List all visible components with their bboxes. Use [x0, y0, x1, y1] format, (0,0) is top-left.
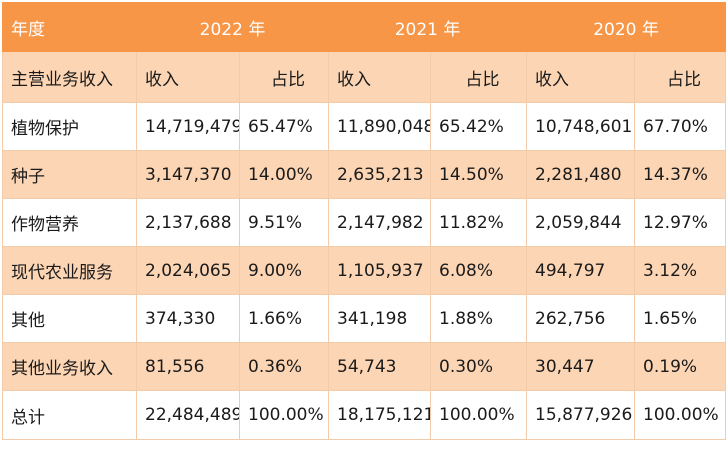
table-cell: 2,059,844	[526, 198, 636, 247]
column-header: 占比	[430, 51, 528, 103]
table-cell: 341,198	[328, 294, 432, 343]
table-cell: 14.37%	[634, 150, 727, 199]
table-row: 其他 374,330 1.66% 341,198 1.88% 262,756 1…	[2, 294, 727, 343]
table-cell: 6.08%	[430, 246, 528, 295]
row-label: 其他	[2, 294, 137, 343]
table-cell: 12.97%	[634, 198, 727, 247]
table-cell: 11,890,048	[328, 102, 432, 151]
row-label: 种子	[2, 150, 137, 199]
table-cell: 65.42%	[430, 102, 528, 151]
year-header-label: 年度	[2, 2, 137, 52]
column-header: 收入	[328, 51, 432, 103]
table-cell: 14.50%	[430, 150, 528, 199]
table-cell: 2,147,982	[328, 198, 432, 247]
table-row: 作物营养 2,137,688 9.51% 2,147,982 11.82% 2,…	[2, 198, 727, 247]
total-cell: 100.00%	[430, 390, 528, 440]
column-header-row: 主营业务收入 收入 占比 收入 占比 收入 占比	[2, 51, 727, 103]
revenue-table: 年度 2022 年 2021 年 2020 年 主营业务收入 收入 占比 收入 …	[2, 2, 727, 440]
row-label: 现代农业服务	[2, 246, 137, 295]
table-cell: 3,147,370	[136, 150, 240, 199]
column-header: 收入	[136, 51, 240, 103]
total-cell: 15,877,926	[526, 390, 636, 440]
table-cell: 2,137,688	[136, 198, 240, 247]
table-cell: 54,743	[328, 342, 432, 391]
table-cell: 0.36%	[238, 342, 330, 391]
table-cell: 67.70%	[634, 102, 727, 151]
table-row: 植物保护 14,719,479 65.47% 11,890,048 65.42%…	[2, 102, 727, 151]
table-cell: 494,797	[526, 246, 636, 295]
year-header-row: 年度 2022 年 2021 年 2020 年	[2, 2, 727, 52]
year-2020: 2020 年	[526, 2, 727, 52]
table-cell: 9.00%	[238, 246, 330, 295]
total-cell: 22,484,489	[136, 390, 240, 440]
year-2022: 2022 年	[135, 2, 330, 52]
table-cell: 10,748,601	[526, 102, 636, 151]
column-header: 收入	[526, 51, 636, 103]
table-cell: 1,105,937	[328, 246, 432, 295]
table-cell: 0.30%	[430, 342, 528, 391]
table-cell: 2,024,065	[136, 246, 240, 295]
table-cell: 1.88%	[430, 294, 528, 343]
table-cell: 262,756	[526, 294, 636, 343]
row-label: 植物保护	[2, 102, 137, 151]
row-label: 作物营养	[2, 198, 137, 247]
row-label: 其他业务收入	[2, 342, 137, 391]
table-cell: 9.51%	[238, 198, 330, 247]
table-row: 现代农业服务 2,024,065 9.00% 1,105,937 6.08% 4…	[2, 246, 727, 295]
table-cell: 65.47%	[238, 102, 330, 151]
total-cell: 18,175,121	[328, 390, 432, 440]
table-cell: 2,635,213	[328, 150, 432, 199]
table-cell: 374,330	[136, 294, 240, 343]
table-cell: 81,556	[136, 342, 240, 391]
total-row: 总计 22,484,489 100.00% 18,175,121 100.00%…	[2, 390, 727, 440]
table-cell: 1.66%	[238, 294, 330, 343]
table-cell: 1.65%	[634, 294, 727, 343]
year-2021: 2021 年	[328, 2, 528, 52]
column-header: 占比	[634, 51, 727, 103]
table-row: 种子 3,147,370 14.00% 2,635,213 14.50% 2,2…	[2, 150, 727, 199]
category-header: 主营业务收入	[2, 51, 137, 103]
table-cell: 11.82%	[430, 198, 528, 247]
table-cell: 14.00%	[238, 150, 330, 199]
total-label: 总计	[2, 390, 137, 440]
table-cell: 2,281,480	[526, 150, 636, 199]
total-cell: 100.00%	[634, 390, 727, 440]
table-cell: 14,719,479	[136, 102, 240, 151]
column-header: 占比	[238, 51, 330, 103]
table-cell: 0.19%	[634, 342, 727, 391]
total-cell: 100.00%	[238, 390, 330, 440]
table-cell: 3.12%	[634, 246, 727, 295]
table-row: 其他业务收入 81,556 0.36% 54,743 0.30% 30,447 …	[2, 342, 727, 391]
table-cell: 30,447	[526, 342, 636, 391]
